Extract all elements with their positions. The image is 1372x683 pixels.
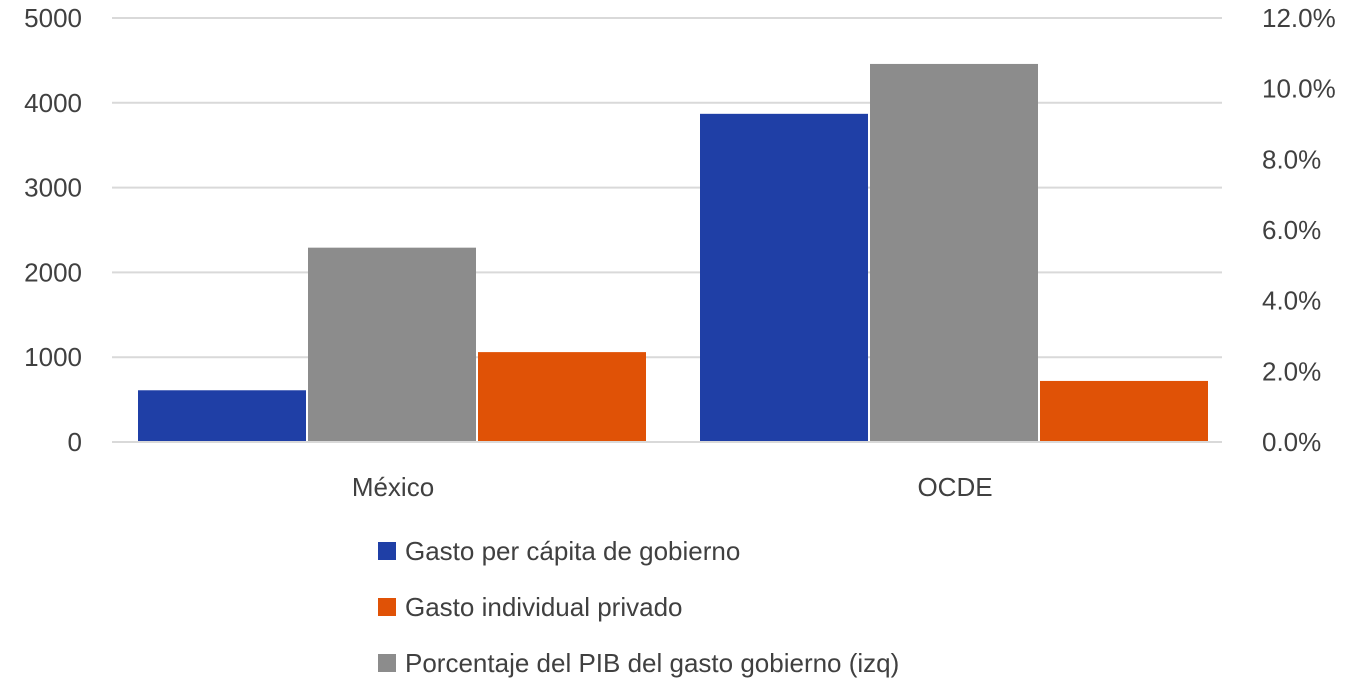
bar-porcentaje-del-pib-del-gasto-gobierno-izq--1 bbox=[870, 63, 1038, 442]
left-tick-label: 0 bbox=[68, 427, 82, 457]
bar-gasto-individual-privado-0 bbox=[478, 352, 646, 442]
bar-gasto-per-c-pita-de-gobierno-1 bbox=[700, 113, 868, 442]
right-tick-label: 10.0% bbox=[1262, 74, 1336, 104]
right-tick-label: 8.0% bbox=[1262, 144, 1321, 174]
legend-label: Porcentaje del PIB del gasto gobierno (i… bbox=[405, 648, 899, 678]
right-tick-label: 12.0% bbox=[1262, 3, 1336, 33]
category-label: OCDE bbox=[917, 472, 992, 502]
legend-swatch bbox=[378, 654, 396, 672]
legend-swatch bbox=[378, 542, 396, 560]
legend-label: Gasto per cápita de gobierno bbox=[405, 536, 740, 566]
right-tick-label: 4.0% bbox=[1262, 286, 1321, 316]
right-axis-ticks: 0.0% 2.0% 4.0% 6.0% 8.0% 10.0% 12.0% bbox=[1262, 3, 1336, 457]
legend-swatch bbox=[378, 598, 396, 616]
bar-gasto-per-c-pita-de-gobierno-0 bbox=[138, 390, 306, 442]
left-tick-label: 5000 bbox=[24, 3, 82, 33]
legend-label: Gasto individual privado bbox=[405, 592, 683, 622]
gridlines bbox=[112, 17, 1222, 359]
right-tick-label: 2.0% bbox=[1262, 356, 1321, 386]
right-tick-label: 0.0% bbox=[1262, 427, 1321, 457]
left-tick-label: 3000 bbox=[24, 173, 82, 203]
right-tick-label: 6.0% bbox=[1262, 215, 1321, 245]
left-axis-ticks: 0 1000 2000 3000 4000 5000 bbox=[24, 3, 82, 457]
category-labels: México OCDE bbox=[352, 472, 993, 502]
bars bbox=[138, 63, 1208, 442]
legend: Gasto per cápita de gobierno Gasto indivi… bbox=[378, 536, 899, 678]
bar-gasto-individual-privado-1 bbox=[1040, 380, 1208, 442]
category-label: México bbox=[352, 472, 434, 502]
left-tick-label: 2000 bbox=[24, 257, 82, 287]
left-tick-label: 1000 bbox=[24, 342, 82, 372]
bar-porcentaje-del-pib-del-gasto-gobierno-izq--0 bbox=[308, 247, 476, 442]
left-tick-label: 4000 bbox=[24, 88, 82, 118]
